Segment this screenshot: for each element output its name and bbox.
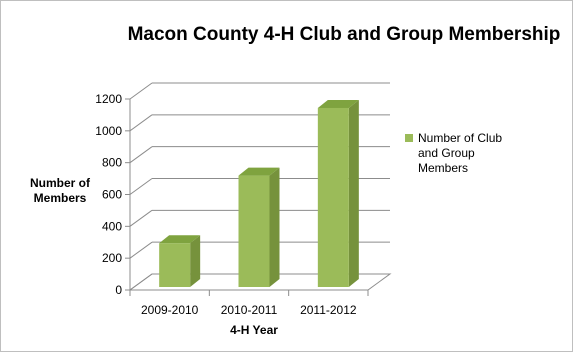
y-tick-label: 0 — [115, 283, 122, 297]
y-tick-label: 800 — [102, 156, 122, 170]
gridline-side — [129, 273, 153, 291]
x-tick-label: 2011-2012 — [300, 303, 357, 317]
x-tick-labels: 2009-2010 2010-2011 2011-2012 — [129, 290, 369, 317]
y-tick-label: 1200 — [95, 92, 122, 106]
y-tick-label: 400 — [102, 219, 122, 233]
x-tick-label: 2009-2010 — [141, 303, 199, 317]
bars — [159, 99, 359, 287]
gridline-side — [129, 82, 153, 100]
gridline-side — [129, 146, 153, 164]
chart-title: Macon County 4-H Club and Group Membersh… — [128, 24, 561, 45]
gridline-side — [129, 241, 153, 259]
y-tick-labels: 0 200 400 600 800 1000 1200 — [95, 92, 122, 297]
bar-2009-2010 — [159, 235, 201, 287]
legend-swatch — [405, 134, 413, 142]
bar-front — [317, 107, 349, 287]
y-tick-label: 600 — [102, 188, 122, 202]
y-axis-label-line-2: Members — [34, 191, 87, 205]
bar-2011-2012 — [317, 99, 359, 287]
bar-side — [269, 167, 280, 287]
gridline-side — [129, 178, 153, 195]
bar-front — [159, 243, 191, 287]
bar-side — [190, 235, 201, 287]
gridline-side — [129, 114, 153, 132]
legend-label-line-2: and Group — [418, 146, 475, 160]
gridline-side — [129, 209, 153, 227]
bar-front — [238, 175, 270, 287]
x-axis-label: 4-H Year — [230, 323, 278, 337]
y-tick-label: 1000 — [95, 124, 122, 138]
bar-top — [159, 235, 201, 244]
x-tick-label: 2010-2011 — [221, 303, 278, 317]
y-axis-label-line-1: Number of — [30, 176, 91, 190]
bar-top — [317, 99, 359, 108]
legend-label-line-1: Number of Club — [418, 131, 502, 145]
bar-side — [348, 99, 359, 287]
bar-2010-2011 — [238, 167, 280, 287]
y-tick-label: 200 — [102, 251, 122, 265]
legend: Number of Club and Group Members — [405, 131, 502, 175]
legend-label-line-3: Members — [418, 161, 468, 175]
bar-top — [238, 167, 280, 176]
